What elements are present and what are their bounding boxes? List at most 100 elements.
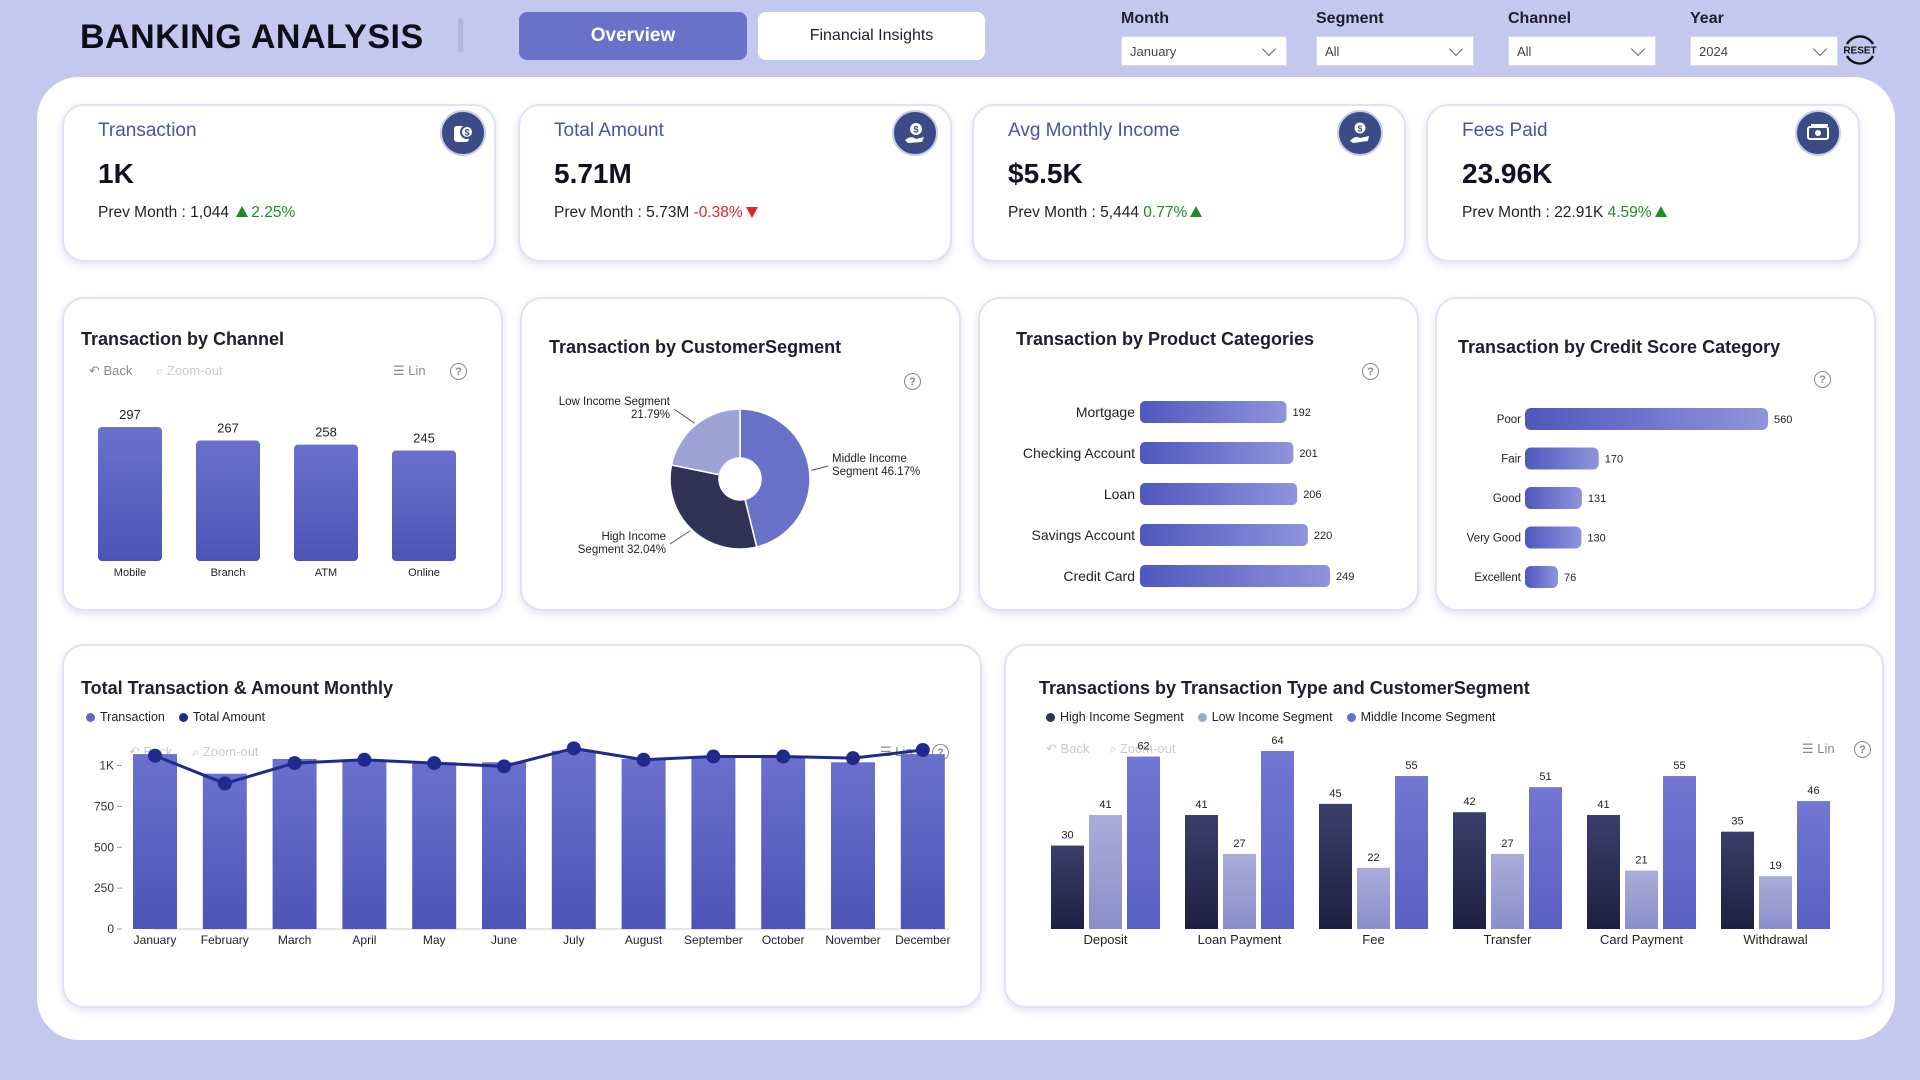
zoom-out-label: Zoom-out: [166, 363, 223, 378]
chart-title: Transaction by CustomerSegment: [549, 337, 842, 357]
zoom-out-button[interactable]: ⌕ Zoom-out: [1109, 741, 1176, 756]
kpi-change: 2.25%: [251, 204, 296, 221]
y-tick-label: Fair: [1501, 454, 1521, 466]
slice-label: High Income: [601, 531, 666, 543]
leader-line: [669, 530, 691, 545]
x-tick-label: July: [563, 933, 584, 947]
zoom-out-label: Zoom-out: [1119, 741, 1176, 756]
legend-item-transaction[interactable]: Transaction: [86, 710, 165, 724]
bar-middle-income-transfer: [1529, 787, 1562, 929]
data-label: 30: [1061, 830, 1073, 842]
bar-mobile: [98, 427, 162, 561]
bar-middle-income-deposit: [1127, 756, 1160, 929]
legend-item-total-amount[interactable]: Total Amount: [178, 710, 265, 724]
legend-label: Low Income Segment: [1211, 710, 1333, 724]
bar-low-income-card-payment: [1625, 870, 1658, 929]
segment-filter-label: Segment: [1316, 10, 1384, 27]
data-label: 51: [1539, 771, 1551, 783]
zoom-out-label: Zoom-out: [202, 744, 259, 759]
legend-item-middle-income[interactable]: Middle Income Segment: [1346, 710, 1495, 724]
legend-item-high-income[interactable]: High Income Segment: [1046, 710, 1184, 724]
month-filter: Month January: [1121, 10, 1287, 66]
y-tick-label: Savings Account: [1031, 527, 1135, 543]
chart-title: Total Transaction & Amount Monthly: [81, 678, 393, 698]
bar-high-income-transfer: [1453, 812, 1486, 929]
help-icon[interactable]: ?: [904, 373, 921, 390]
x-tick-label: September: [684, 933, 743, 947]
year-select[interactable]: 2024: [1690, 36, 1838, 66]
channel-bar-chart: 297 Mobile 267 Branch 258 ATM 245 Online: [98, 407, 456, 579]
help-icon[interactable]: ?: [450, 363, 467, 380]
help-icon[interactable]: ?: [1854, 741, 1871, 758]
x-tick-label: January: [134, 933, 177, 947]
arrow-up-icon: [236, 206, 249, 217]
leader-line: [673, 408, 695, 424]
bar-very-good: [1525, 526, 1582, 549]
chart-card-product: Transaction by Product Categories ? Mort…: [978, 297, 1419, 611]
lin-button[interactable]: ☰ Lin: [393, 363, 426, 378]
month-select-value: January: [1130, 43, 1177, 59]
legend-item-low-income[interactable]: Low Income Segment: [1197, 710, 1333, 724]
chart-title: Transaction by Channel: [81, 329, 285, 349]
reset-button[interactable]: RESET: [1840, 30, 1880, 70]
data-label: 27: [1501, 838, 1513, 850]
channel-filter: Channel All: [1508, 10, 1656, 66]
data-label: 192: [1293, 407, 1311, 419]
data-label: 64: [1271, 735, 1283, 747]
back-button[interactable]: ↶ Back: [1046, 741, 1090, 756]
zoom-out-button[interactable]: ⌕ Zoom-out: [156, 363, 223, 378]
back-button[interactable]: ↶ Back: [89, 363, 133, 378]
bar-september: [691, 757, 736, 929]
chart-card-type-segment: Transactions by Transaction Type and Cus…: [1004, 644, 1884, 1008]
line-point-august: [636, 752, 651, 767]
title-separator: [458, 18, 463, 52]
bar-high-income-loan-payment: [1185, 814, 1218, 929]
slice-label: Low Income Segment: [559, 396, 671, 408]
bar-savings-account: [1140, 524, 1308, 546]
x-tick-label: November: [825, 933, 880, 947]
svg-text:$: $: [913, 125, 918, 135]
lin-label: Lin: [1817, 741, 1835, 756]
y-tick-label: Excellent: [1474, 572, 1521, 584]
kpi-prev-month: Prev Month : 5.73M -0.38%: [554, 204, 761, 222]
x-tick-label: ATM: [315, 567, 337, 579]
data-label: 55: [1673, 760, 1685, 772]
help-icon[interactable]: ?: [1362, 363, 1379, 380]
month-select[interactable]: January: [1121, 36, 1287, 66]
bar-poor: [1525, 408, 1768, 430]
tab-overview[interactable]: Overview: [519, 12, 747, 60]
line-point-july: [566, 741, 581, 756]
lin-button[interactable]: ☰ Lin: [1802, 741, 1835, 756]
line-point-october: [776, 749, 791, 764]
slice-label: 21.79%: [631, 409, 670, 421]
slice-middle-income-segment: [739, 408, 811, 548]
arrow-up-icon: [1654, 206, 1667, 217]
kpi-change: 4.59%: [1607, 204, 1652, 221]
x-tick-label: Card Payment: [1600, 932, 1683, 947]
y-tick-label: 750: [94, 799, 114, 813]
channel-filter-label: Channel: [1508, 10, 1572, 27]
y-tick-label: Very Good: [1467, 533, 1521, 545]
zoom-out-button[interactable]: ⌕ Zoom-out: [192, 744, 259, 759]
data-label: 21: [1635, 855, 1647, 867]
x-tick-label: August: [625, 933, 663, 947]
segment-select[interactable]: All: [1316, 36, 1474, 66]
bar-november: [831, 762, 875, 929]
help-icon[interactable]: ?: [1814, 371, 1831, 388]
line-point-february: [217, 776, 232, 791]
svg-text:$: $: [464, 128, 469, 138]
bar-low-income-withdrawal: [1759, 876, 1792, 929]
money-bag-icon: $: [440, 110, 486, 156]
channel-select[interactable]: All: [1508, 36, 1656, 66]
bar-online: [392, 450, 456, 561]
kpi-value: 23.96K: [1462, 158, 1553, 189]
tab-financial-insights[interactable]: Financial Insights: [758, 12, 985, 60]
bar-low-income-transfer: [1491, 853, 1524, 929]
bar-march: [272, 758, 317, 929]
x-tick-label: March: [278, 933, 311, 947]
y-tick-label: 0: [107, 922, 114, 936]
bar-october: [761, 757, 806, 929]
kpi-card-avg-monthly-income: Avg Monthly Income $5.5K Prev Month : 5,…: [972, 104, 1406, 262]
bar-middle-income-card-payment: [1663, 776, 1696, 929]
